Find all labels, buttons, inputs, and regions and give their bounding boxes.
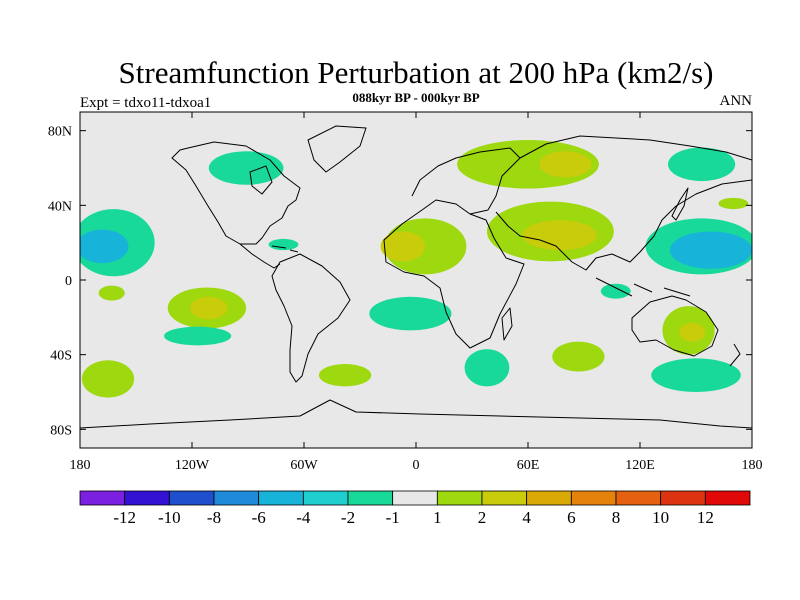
colorbar-box-1	[124, 490, 170, 506]
contour-region-9	[81, 360, 135, 398]
colorbar-label-13: 12	[697, 508, 714, 527]
antarctica-coast	[80, 399, 752, 429]
colorbar-label-8: 2	[478, 508, 487, 527]
greenland-coast	[307, 125, 367, 173]
indonesia-islands	[595, 277, 691, 297]
contour-region-25	[464, 349, 510, 387]
contour-region-7	[190, 296, 228, 320]
contour-region-18	[668, 147, 736, 182]
contour-region-26	[552, 341, 605, 372]
contour-region-3	[208, 151, 284, 185]
contour-region-11	[318, 364, 372, 387]
colorbar-box-3	[213, 490, 260, 506]
season-label: ANN	[720, 93, 753, 109]
chart-title: Streamfunction Perturbation at 200 hPa (…	[119, 55, 714, 90]
y-tick-label-2: 0	[65, 274, 72, 289]
colorbar-box-9	[481, 490, 528, 506]
colorbar-box-10	[526, 490, 572, 506]
colorbar-label-11: 8	[612, 508, 621, 527]
x-tick-label-6: 180	[742, 458, 763, 473]
period-label: 088kyr BP - 000kyr BP	[352, 90, 479, 105]
contour-region-27	[651, 358, 741, 393]
colorbar-box-4	[258, 490, 304, 506]
contour-region-8	[164, 326, 232, 346]
coastlines	[80, 125, 752, 429]
contour-region-19	[718, 197, 749, 210]
x-tick-label-2: 60W	[290, 458, 318, 473]
colorbar-box-12	[615, 490, 662, 506]
x-tick-label-0: 180	[70, 458, 91, 473]
europe-africa-coast	[383, 147, 525, 349]
contour-region-17	[539, 151, 592, 178]
japan-coast	[671, 187, 689, 221]
colorbar-label-4: -4	[296, 508, 311, 527]
contour-region-16	[522, 220, 598, 251]
colorbar-box-6	[347, 490, 394, 506]
colorbar-label-2: -8	[207, 508, 221, 527]
colorbar-label-1: -10	[158, 508, 181, 527]
y-tick-label-1: 40N	[48, 199, 72, 214]
y-tick-label-3: 40S	[50, 349, 72, 364]
colorbar-box-0	[79, 490, 126, 506]
hudson-bay-coast	[249, 165, 273, 195]
colorbar-box-14	[704, 490, 751, 506]
colorbar-box-7	[392, 490, 438, 506]
asia-coast	[495, 135, 752, 271]
colorbar: -12 -10 -8 -6 -4 -2 -1 1 2 4 6 8 10 12	[79, 490, 751, 527]
y-tick-label-0: 80N	[48, 125, 72, 140]
contour-region-13	[380, 231, 426, 262]
colorbar-label-12: 10	[652, 508, 669, 527]
colorbar-label-6: -1	[386, 508, 400, 527]
contour-region-10	[369, 296, 452, 331]
colorbar-box-11	[570, 490, 617, 506]
contour-region-2	[80, 229, 129, 264]
colorbar-box-5	[302, 490, 349, 506]
plot-background	[80, 112, 752, 448]
colorbar-label-0: -12	[113, 508, 136, 527]
australia-coast	[631, 295, 719, 357]
colorbar-label-10: 6	[567, 508, 576, 527]
colorbar-box-8	[436, 490, 483, 506]
y-axis: 80N 40N 0 40S 80S	[48, 125, 752, 438]
contour-region-21	[669, 231, 752, 269]
caribbean-islands	[271, 245, 299, 253]
colorbar-label-5: -2	[341, 508, 355, 527]
colorbar-label-3: -6	[252, 508, 266, 527]
south-america-coast	[271, 253, 351, 383]
x-tick-label-5: 120E	[625, 458, 655, 473]
new-zealand-coast	[729, 343, 741, 367]
central-america-coast	[239, 243, 281, 269]
contour-region-22	[600, 283, 631, 299]
colorbar-box-2	[168, 490, 215, 506]
experiment-label: Expt = tdxo11-tdxoa1	[80, 95, 211, 111]
x-tick-label-1: 120W	[175, 458, 210, 473]
contour-region-5	[98, 285, 125, 301]
colorbar-label-9: 4	[522, 508, 531, 527]
contour-region-4	[268, 238, 299, 251]
colorbar-label-7: 1	[433, 508, 442, 527]
colorbar-box-13	[660, 490, 706, 506]
contour-regions	[80, 140, 752, 398]
contour-region-24	[679, 322, 706, 342]
y-tick-label-4: 80S	[50, 423, 72, 438]
madagascar-coast	[501, 307, 513, 341]
x-axis: 180 120W 60W 0 60E 120E 180	[70, 112, 763, 473]
x-tick-label-4: 60E	[517, 458, 540, 473]
x-tick-label-3: 0	[413, 458, 420, 473]
north-america-coast	[171, 141, 301, 245]
